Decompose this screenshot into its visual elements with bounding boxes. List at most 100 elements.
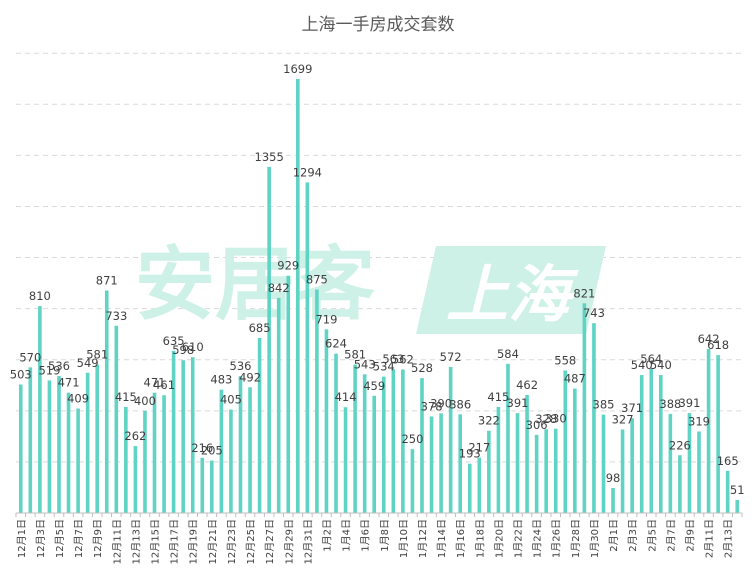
bar-12月28日 xyxy=(276,297,281,513)
data-label: 306 xyxy=(526,418,548,432)
bar-2月2日 xyxy=(620,429,625,513)
bar-1月3日 xyxy=(334,353,338,513)
bar-12月5日 xyxy=(57,376,61,513)
x-tick-label: 12月25日 xyxy=(245,519,257,564)
bar-12月26日 xyxy=(257,338,262,513)
data-label: 409 xyxy=(67,392,89,406)
bar-1月12日 xyxy=(420,378,424,513)
data-label: 570 xyxy=(19,350,41,364)
x-tick-label: 2月13日 xyxy=(723,519,735,558)
x-tick-label: 1月6日 xyxy=(360,519,372,552)
bar-12月9日 xyxy=(95,364,99,513)
data-label: 391 xyxy=(678,396,700,410)
bar-12月23日 xyxy=(229,409,233,513)
bar-1月29日 xyxy=(582,303,587,513)
data-labels: 5035708105195364714095495818717334152624… xyxy=(10,62,745,497)
bar-2月6日 xyxy=(659,375,663,513)
data-label: 558 xyxy=(554,353,576,367)
bar-1月31日 xyxy=(601,414,606,513)
data-label: 564 xyxy=(640,352,662,366)
bar-2月8日 xyxy=(678,455,682,513)
watermark-text: 安居客 xyxy=(135,238,375,331)
x-tick-label: 1月18日 xyxy=(474,519,486,558)
data-label: 98 xyxy=(606,471,621,485)
data-label: 549 xyxy=(77,356,99,370)
data-label: 487 xyxy=(564,372,586,386)
bar-1月18日 xyxy=(477,457,482,513)
x-tick-label: 12月5日 xyxy=(54,519,66,558)
bar-12月18日 xyxy=(181,360,185,513)
bar-1月14日 xyxy=(439,413,443,513)
x-tick-label: 1月14日 xyxy=(436,519,448,558)
gridlines xyxy=(16,52,742,463)
data-label: 328 xyxy=(535,412,557,426)
bar-12月13日 xyxy=(133,446,138,513)
x-tick-label: 12月3日 xyxy=(35,519,47,558)
x-tick-label: 12月21日 xyxy=(207,519,219,564)
bar-1月2日 xyxy=(324,329,329,513)
bar-1月16日 xyxy=(458,414,462,513)
data-label: 330 xyxy=(545,412,567,426)
data-label: 51 xyxy=(730,483,745,497)
bar-1月15日 xyxy=(448,366,453,513)
bar-12月19日 xyxy=(190,357,195,513)
x-axis xyxy=(15,512,743,517)
bar-12月27日 xyxy=(267,166,271,513)
bar-12月31日 xyxy=(305,182,310,514)
bar-2月4日 xyxy=(639,375,644,513)
bar-12月30日 xyxy=(296,79,300,513)
bar-12月2日 xyxy=(28,367,33,513)
data-label: 624 xyxy=(325,337,347,351)
bar-1月27日 xyxy=(563,370,568,513)
data-label: 563 xyxy=(382,352,404,366)
data-label: 226 xyxy=(669,438,691,452)
bar-1月4日 xyxy=(343,407,348,513)
x-tick-label: 12月17日 xyxy=(169,519,181,564)
data-label: 405 xyxy=(220,393,242,407)
data-label: 635 xyxy=(163,334,185,348)
data-label: 618 xyxy=(707,338,729,352)
data-label: 743 xyxy=(583,306,605,320)
watermark-badge-text: 上海 xyxy=(446,258,579,331)
bar-12月14日 xyxy=(143,410,147,513)
bar-2月12日 xyxy=(716,355,720,513)
bar-1月17日 xyxy=(467,463,472,513)
bar-1月25日 xyxy=(544,429,548,513)
bar-1月23日 xyxy=(525,394,529,513)
bar-2月11日 xyxy=(706,349,711,513)
bar-1月24日 xyxy=(534,434,539,513)
data-label: 598 xyxy=(172,343,194,357)
bar-12月6日 xyxy=(66,392,71,513)
data-label: 540 xyxy=(631,358,653,372)
data-label: 842 xyxy=(268,281,290,295)
x-tick-label: 2月3日 xyxy=(627,519,639,552)
x-tick-label: 1月2日 xyxy=(321,519,333,552)
bar-1月8日 xyxy=(381,376,386,513)
data-label: 400 xyxy=(134,394,156,408)
data-label: 929 xyxy=(277,259,299,273)
data-label: 519 xyxy=(38,363,60,377)
data-label: 528 xyxy=(411,361,433,375)
x-tick-label: 12月7日 xyxy=(73,519,85,558)
bar-12月24日 xyxy=(238,376,243,513)
x-tick-labels: 12月1日 12月3日 12月5日 12月7日 12月9日 12月11日 12月13日 12月… xyxy=(16,519,735,564)
data-label: 562 xyxy=(392,352,414,366)
bar-12月22日 xyxy=(219,389,224,513)
x-tick-label: 1月16日 xyxy=(455,519,467,558)
x-tick-label: 12月11日 xyxy=(111,519,123,564)
data-label: 388 xyxy=(659,397,681,411)
data-label: 821 xyxy=(573,286,595,300)
data-label: 217 xyxy=(468,441,490,455)
bar-1月5日 xyxy=(353,364,357,513)
data-label: 250 xyxy=(401,432,423,446)
data-label: 216 xyxy=(191,441,213,455)
x-tick-label: 2月11日 xyxy=(704,519,716,558)
bar-2月1日 xyxy=(611,487,615,513)
chart-title: 上海一手房成交套数 xyxy=(302,15,455,35)
data-label: 415 xyxy=(487,390,509,404)
bar-2月3日 xyxy=(630,418,634,513)
bar-12月11日 xyxy=(114,325,119,513)
data-label: 733 xyxy=(105,309,127,323)
